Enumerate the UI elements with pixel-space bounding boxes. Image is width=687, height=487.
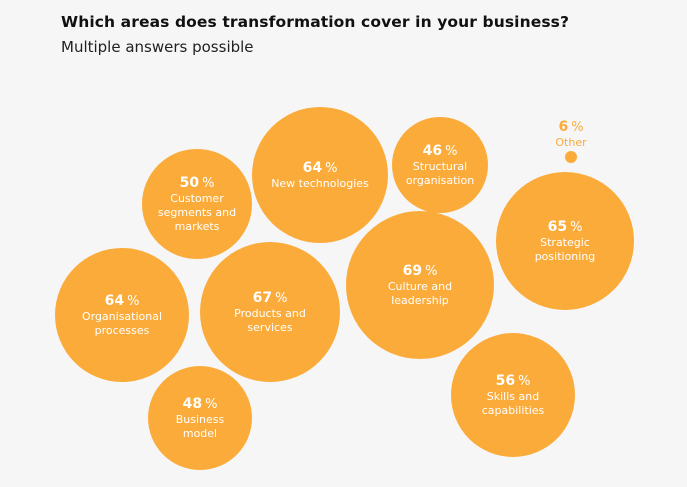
- chart-subtitle: Multiple answers possible: [61, 38, 254, 56]
- bubble-label: processes: [95, 324, 150, 337]
- bubble-label: New technologies: [271, 177, 369, 190]
- bubble-value: 50%: [180, 175, 215, 191]
- bubble-label: Business: [176, 413, 225, 426]
- bubble-circle: [200, 242, 340, 382]
- bubble-other: 6 %Other: [555, 119, 587, 163]
- bubble-label: markets: [175, 220, 220, 233]
- bubble-new-technologies: 64 %New technologies: [252, 107, 388, 243]
- bubble-circle: [565, 151, 577, 163]
- bubble-label: leadership: [391, 294, 449, 307]
- bubble-circle: [55, 248, 189, 382]
- bubble-value: 56%: [496, 373, 531, 389]
- bubble-label: Strategic: [540, 236, 590, 249]
- bubble-circle: [451, 333, 575, 457]
- bubble-label: positioning: [535, 250, 596, 263]
- bubble-label: capabilities: [482, 404, 545, 417]
- bubble-circle: [392, 117, 488, 213]
- bubble-label: segments and: [158, 206, 236, 219]
- bubble-circle: [148, 366, 252, 470]
- bubble-label: organisation: [406, 174, 474, 187]
- bubble-value: 64%: [303, 160, 338, 176]
- bubble-value: 64%: [105, 293, 140, 309]
- bubble-value: 67%: [253, 290, 288, 306]
- bubble-label: Structural: [413, 160, 467, 173]
- bubble-value: 65%: [548, 219, 583, 235]
- bubble-value: 6%: [558, 119, 583, 135]
- bubble-value: 48%: [183, 396, 218, 412]
- bubble-circle: [252, 107, 388, 243]
- bubble-label: model: [183, 427, 217, 440]
- bubble-value: 46%: [423, 143, 458, 159]
- bubble-label: Organisational: [82, 310, 162, 323]
- bubble-label: Skills and: [487, 390, 539, 403]
- bubble-label: Products and: [234, 307, 306, 320]
- bubble-label: Customer: [170, 192, 224, 205]
- bubble-label: Other: [555, 136, 587, 149]
- bubble-circle: [142, 149, 252, 259]
- bubble-value: 69%: [403, 263, 438, 279]
- bubble-label: Culture and: [388, 280, 452, 293]
- bubble-label: services: [247, 321, 292, 334]
- chart-title: Which areas does transformation cover in…: [61, 13, 570, 31]
- bubble-circle: [496, 172, 634, 310]
- bubble-circle: [346, 211, 494, 359]
